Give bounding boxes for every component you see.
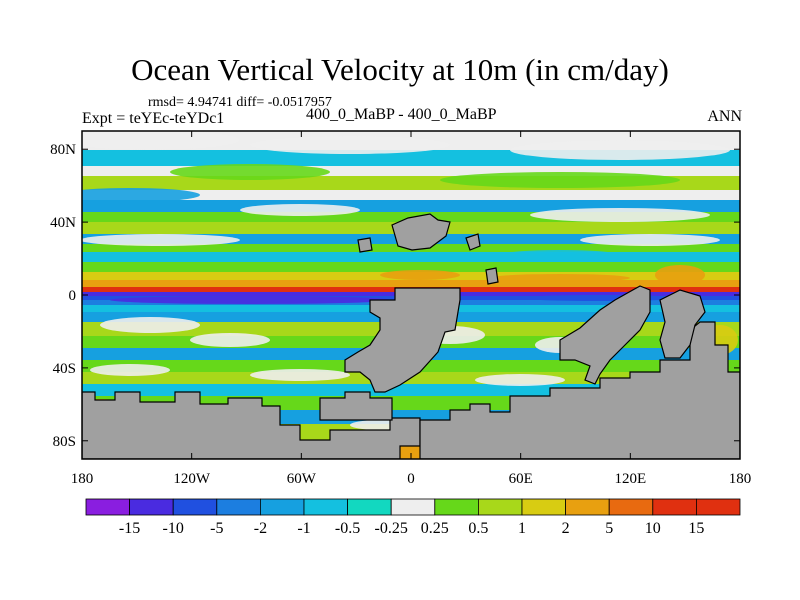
colorbar-swatch <box>216 498 261 516</box>
colorbar-label: 0.5 <box>468 520 488 537</box>
land-australia-indonesia <box>659 289 706 359</box>
stats-line: rmsd= 4.94741 diff= -0.0517957 <box>148 95 332 110</box>
lon-tick-label: 180 <box>71 471 94 487</box>
land-south-america <box>344 287 461 393</box>
field-patch <box>250 136 450 154</box>
colorbar-swatch <box>696 498 741 516</box>
field-band <box>82 166 740 176</box>
lon-tick-label: 180 <box>729 471 752 487</box>
field-patch <box>82 234 240 246</box>
colorbar-label: 15 <box>688 520 704 537</box>
field-patch <box>110 296 390 304</box>
field-patch <box>100 317 200 333</box>
field-patch <box>490 274 630 282</box>
colorbar-swatch <box>652 498 697 516</box>
lat-tick-label: 80S <box>53 434 76 450</box>
field-patch <box>510 140 730 160</box>
colorbar-label: -0.25 <box>375 520 408 537</box>
colorbar-swatch <box>172 498 218 516</box>
land-north-atlantic-island-2 <box>465 233 481 251</box>
field-band <box>82 262 740 272</box>
lon-tick-label: 120E <box>614 471 646 487</box>
colorbar-swatch <box>303 498 348 516</box>
lon-tick-label: 60E <box>509 471 533 487</box>
field-patch <box>90 364 170 376</box>
colorbar-label: 0.25 <box>421 520 449 537</box>
field-patch <box>240 204 360 216</box>
experiment-label: Expt = teYEc-teYDc1 <box>82 110 225 127</box>
land-antarctica-main <box>319 391 393 421</box>
colorbar-label: -5 <box>210 520 223 537</box>
axis-ticks: 80N 40N 0 40S 80S 180 120W 60W 0 60E 120E 180 <box>50 131 751 487</box>
colorbar-swatch <box>608 498 654 516</box>
lat-tick-label: 40N <box>50 215 76 231</box>
colorbar-swatch <box>521 498 566 516</box>
field-patch <box>580 234 720 246</box>
land-greenland-strip <box>357 237 373 253</box>
colorbar-swatch <box>129 498 174 516</box>
colorbar-label: 1 <box>518 520 526 537</box>
lon-tick-label: 60W <box>287 471 317 487</box>
field-patch <box>655 265 705 285</box>
case-label: 400_0_MaBP - 400_0_MaBP <box>306 106 497 123</box>
field-band <box>82 280 740 287</box>
lon-tick-label: 120W <box>173 471 211 487</box>
colorbar-label: -1 <box>297 520 310 537</box>
lat-tick-label: 40S <box>53 361 76 377</box>
colorbar-label: -15 <box>119 520 140 537</box>
field-patch <box>380 270 460 280</box>
season-label: ANN <box>707 108 742 125</box>
land-antarctic-sector-east <box>419 321 740 459</box>
field-patch <box>520 295 680 301</box>
colorbar-label: 5 <box>605 520 613 537</box>
colorbar-label: -0.5 <box>335 520 360 537</box>
colorbar-swatch <box>85 498 130 516</box>
colorbar-label: 2 <box>562 520 570 537</box>
colorbar-swatch <box>259 498 305 516</box>
field-patch <box>190 333 270 347</box>
colorbar-label: 10 <box>645 520 661 537</box>
field-patch <box>170 164 330 180</box>
lat-tick-label: 80N <box>50 142 76 158</box>
land-equatorial-isle <box>485 267 499 285</box>
plot-title: Ocean Vertical Velocity at 10m (in cm/da… <box>131 52 669 87</box>
colorbar-swatch <box>347 498 392 516</box>
land-africa-east-block <box>559 285 651 385</box>
field-band <box>82 190 740 200</box>
lat-tick-label: 0 <box>69 288 77 304</box>
field-patch <box>530 208 710 222</box>
lon-tick-label: 0 <box>407 471 415 487</box>
colorbar-swatch <box>434 498 479 516</box>
land-north-atlantic-island-1 <box>391 213 451 251</box>
colorbar-label: -2 <box>254 520 267 537</box>
land-mask <box>82 213 740 459</box>
colorbar-swatch <box>390 498 436 516</box>
colorbar-swatch <box>477 498 523 516</box>
field-patch <box>82 188 200 202</box>
colorbar: -15 -10 -5 -2 -1 -0.5 -0.25 0.25 0.5 1 2 5 10 15 <box>85 498 741 537</box>
field-patch <box>500 250 620 260</box>
field-patch <box>250 369 350 381</box>
field-patch <box>82 131 240 150</box>
colorbar-swatch <box>565 498 610 516</box>
field-band <box>82 252 740 262</box>
colorbar-label: -10 <box>163 520 184 537</box>
field-patch <box>440 172 680 188</box>
field-patch <box>475 374 565 386</box>
